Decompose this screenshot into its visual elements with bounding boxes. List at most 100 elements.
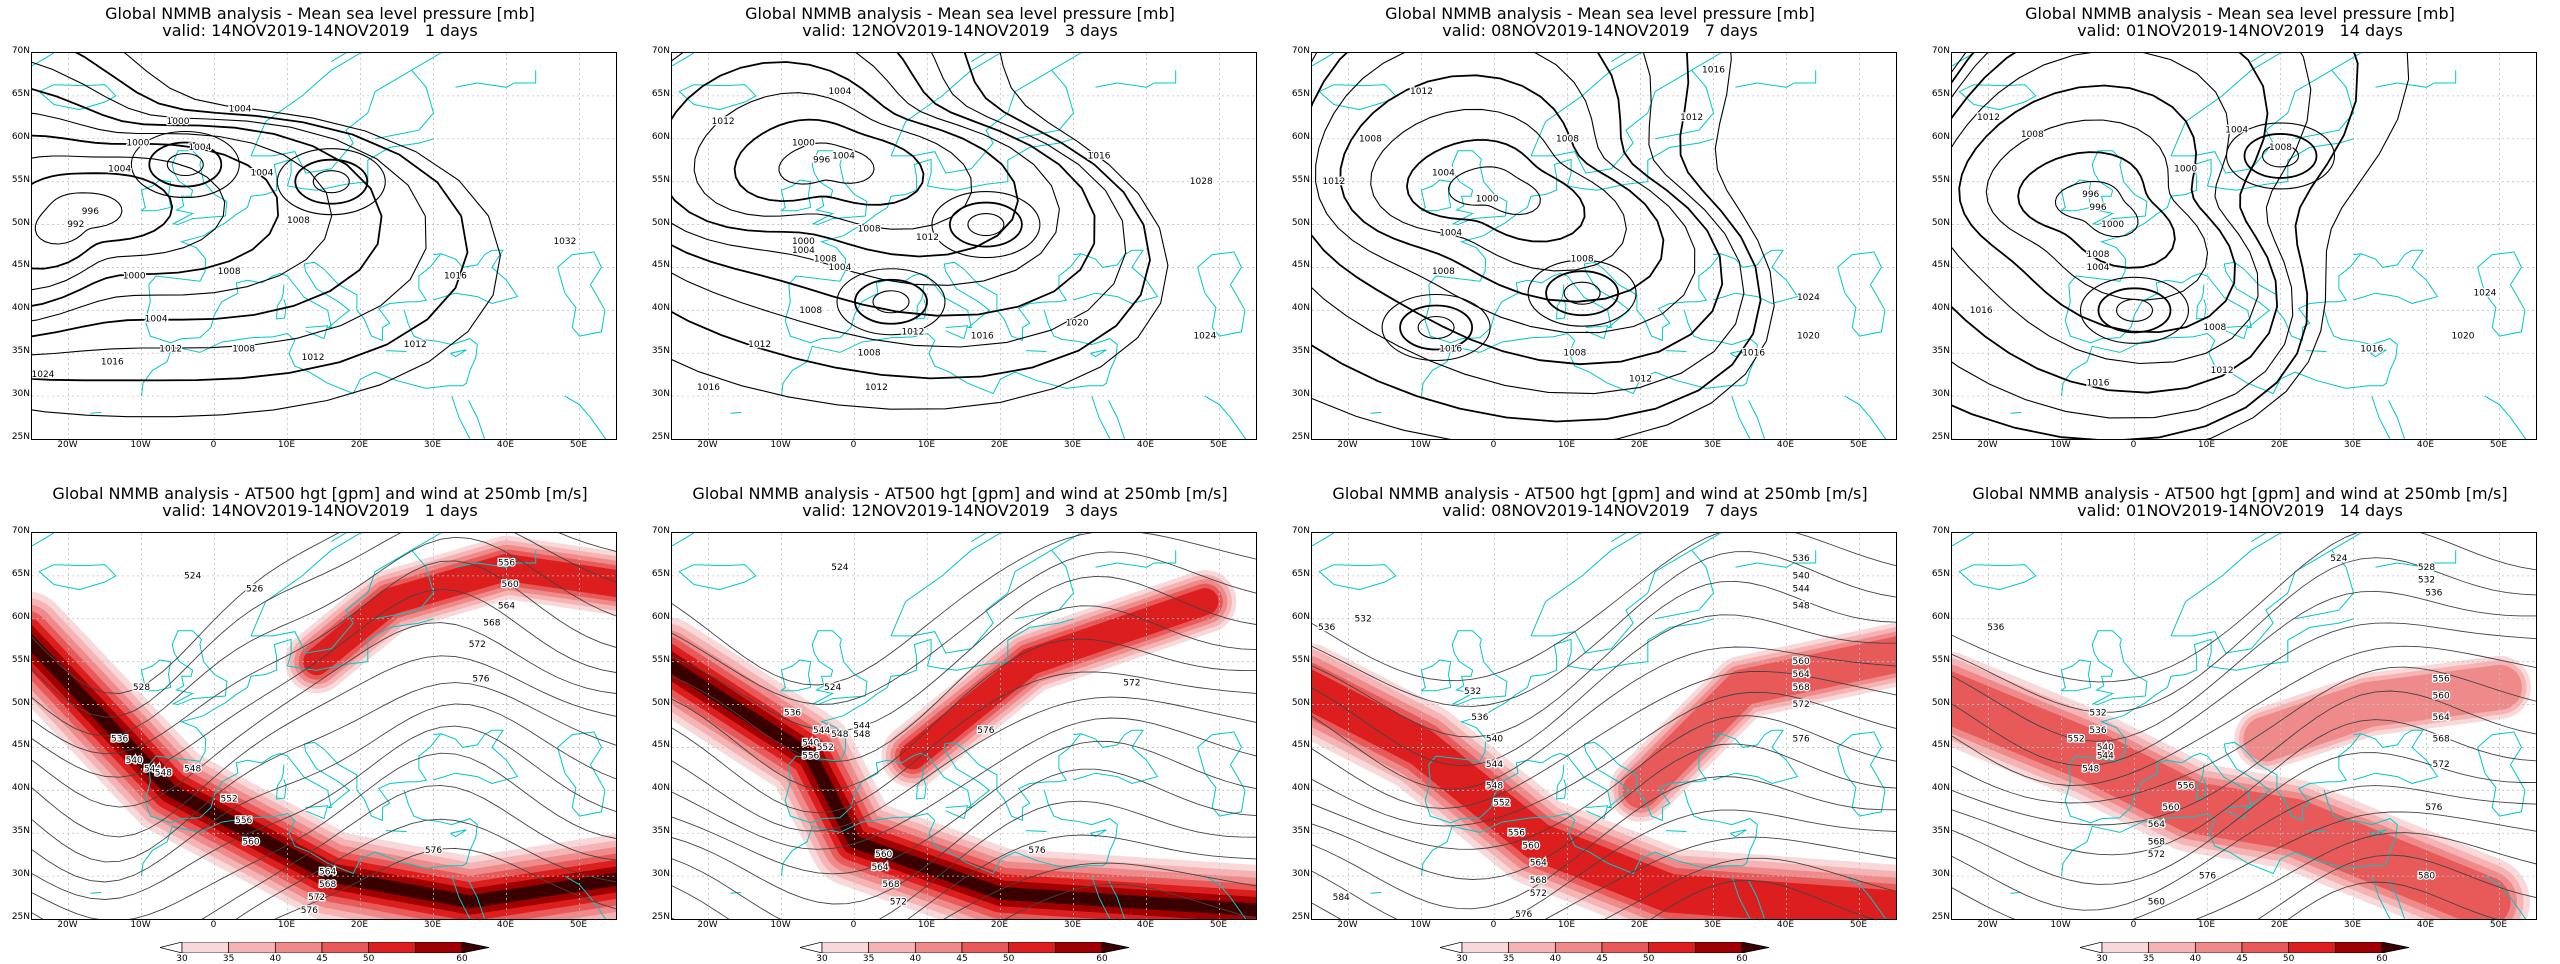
- z500-contour-label: 564: [1530, 859, 1547, 869]
- mslp-contour-label: 1000: [126, 139, 149, 149]
- lat-tick-label: 40N: [651, 783, 670, 794]
- lon-tick-label: 10W: [1410, 920, 1431, 930]
- valid-period: valid: 01NOV2019-14NOV2019 14 days: [2077, 501, 2403, 520]
- z500-contour-label: 544: [813, 726, 830, 736]
- colorbar-segment: [2194, 942, 2243, 953]
- coastline: [1015, 549, 1075, 620]
- isobar: [1545, 270, 1620, 317]
- z500-contour-label: 564: [319, 867, 336, 877]
- lon-tick-label: 30E: [423, 920, 442, 930]
- mslp-contour-label: 1008: [858, 349, 881, 359]
- coastline: [1735, 550, 1817, 568]
- coastline: [1025, 830, 1047, 832]
- lon-tick-label: 50E: [1849, 440, 1868, 450]
- lat-tick-label: 50N: [11, 217, 30, 228]
- z500-contour-label: 576: [977, 726, 994, 736]
- mslp-contour-label: 1004: [108, 164, 131, 174]
- coastline: [1556, 764, 1567, 800]
- coastline: [1204, 395, 1247, 439]
- colorbar-segment: [821, 942, 870, 953]
- coastline: [276, 284, 287, 320]
- coastline: [2196, 764, 2207, 800]
- lon-tick-label: 20W: [697, 920, 718, 930]
- mslp-contour-label: 1004: [145, 314, 168, 324]
- coastline: [811, 150, 868, 226]
- height-contour: [1952, 785, 2536, 911]
- height-contour: [235, 818, 616, 919]
- mslp-contour-label: 1016: [971, 332, 994, 342]
- coastline: [468, 880, 486, 919]
- map-area: 1004 1012 1000 996 1004 1016 1028 1008 1012 1000 1…: [671, 52, 1257, 440]
- coastline: [2353, 733, 2361, 736]
- coastline: [971, 533, 987, 543]
- mslp-contour-label: 1012: [404, 340, 427, 350]
- z500-contour-label: 532: [2089, 709, 2106, 719]
- coastline: [276, 764, 287, 800]
- lat-tick-label: 25N: [1931, 432, 1950, 442]
- height-contour: [32, 655, 616, 838]
- map-svg: 536 540 544 548 532 536 560 564 568 572 576 532 536 5…: [1312, 533, 1896, 919]
- lat-tick-label: 25N: [1291, 432, 1310, 442]
- mslp-contour-label: 1012: [865, 383, 888, 393]
- height-contour: [672, 862, 1256, 919]
- colorbar-segment: [1054, 942, 1103, 953]
- map-area: 1012 1008 1004 1008 1000 996 996 1008 1000 1004 10…: [1951, 52, 2537, 440]
- height-contour: [1312, 743, 1896, 880]
- coastline: [90, 411, 102, 414]
- lon-tick-label: 20W: [1337, 440, 1358, 450]
- isobar: [836, 268, 946, 336]
- mslp-contour-label: 1012: [901, 327, 924, 337]
- lon-tick-label: 20E: [2270, 920, 2289, 930]
- lat-tick-label: 30N: [1931, 869, 1950, 880]
- coastline: [375, 69, 435, 140]
- height-contour: [1312, 646, 1896, 790]
- lat-tick-label: 25N: [651, 432, 670, 442]
- coastline: [780, 659, 812, 692]
- lat-tick-label: 70N: [651, 46, 670, 56]
- coastline: [781, 332, 1103, 397]
- mslp-contour-label: 1008: [2269, 143, 2292, 153]
- isobar: [1381, 293, 1491, 362]
- isobar: [672, 61, 1019, 258]
- isobar: [1527, 259, 1637, 327]
- lon-tick-label: 10E: [917, 440, 936, 450]
- mslp-contour-label: 996: [82, 207, 99, 217]
- coastline: [305, 325, 329, 340]
- lon-tick-label: 40E: [1136, 920, 1155, 930]
- colorbar-segment: [1554, 942, 1603, 953]
- height-contour: [32, 533, 616, 694]
- isobar: [2017, 151, 2176, 269]
- coastline: [148, 638, 369, 765]
- coastline: [1952, 533, 1975, 547]
- coastline: [1108, 880, 1126, 919]
- coastline: [38, 84, 117, 111]
- isobar: [872, 290, 910, 314]
- lon-tick-label: 0: [850, 920, 857, 930]
- coastline: [1451, 630, 1508, 706]
- coastline: [2484, 395, 2527, 439]
- z500-contour-label: 568: [2433, 734, 2450, 744]
- mslp-contour-label: 1008: [287, 216, 310, 226]
- height-contour: [1004, 883, 1256, 919]
- lon-tick-label: 40E: [1776, 920, 1795, 930]
- isobar: [1312, 53, 1724, 366]
- coastline: [2170, 533, 2362, 654]
- z500-contour-label: 524: [184, 571, 201, 581]
- map-area: 524 524 536 540 544 548 544 548 552 556 576 572 576 5…: [671, 532, 1257, 920]
- z500-contour-label: 532: [1464, 687, 1481, 697]
- lat-tick-label: 40N: [1931, 783, 1950, 794]
- colorbar-segment: [228, 942, 276, 953]
- colorbar-segment: [2334, 942, 2383, 953]
- lat-tick-label: 65N: [651, 88, 670, 99]
- valid-period: valid: 14NOV2019-14NOV2019 1 days: [162, 501, 478, 520]
- coastline: [1451, 150, 1508, 226]
- lon-tick-label: 20E: [990, 920, 1009, 930]
- lon-tick-label: 50E: [1209, 920, 1228, 930]
- z500-contour-label: 564: [2433, 713, 2450, 723]
- isobar: [1315, 53, 1696, 334]
- lat-tick-label: 55N: [651, 654, 670, 665]
- lat-tick-label: 50N: [1291, 697, 1310, 708]
- lat-tick-label: 55N: [11, 654, 30, 665]
- colorbar-segment: [2148, 942, 2196, 953]
- height-contour: [1952, 832, 2536, 919]
